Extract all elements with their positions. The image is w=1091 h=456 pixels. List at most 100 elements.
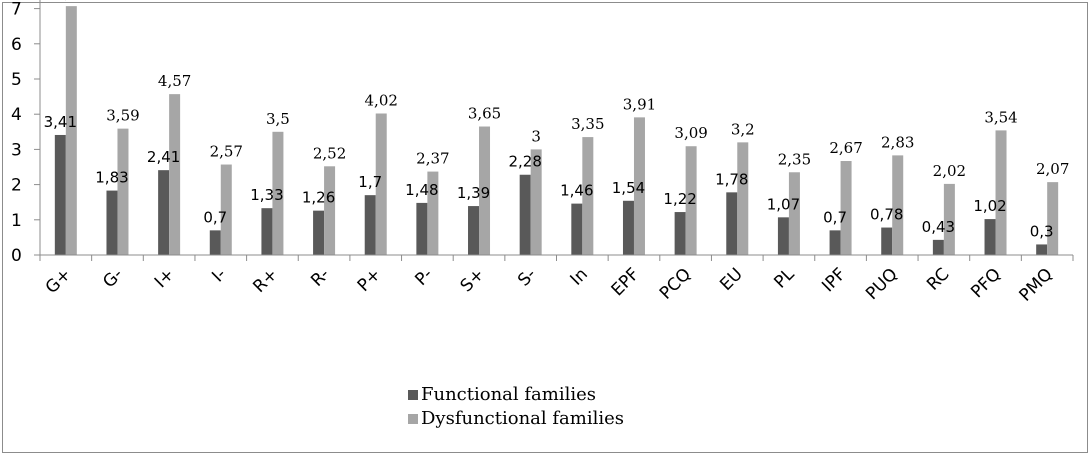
- legend-swatch: [408, 390, 418, 400]
- data-label-dysfunctional: 4,57: [158, 72, 191, 90]
- data-label-dysfunctional: 2,52: [313, 144, 346, 162]
- data-label-dysfunctional: 2,02: [933, 162, 966, 180]
- x-tick-label: I-: [208, 264, 230, 286]
- bar-functional: [622, 200, 634, 255]
- data-label-dysfunctional: 7,07: [55, 0, 88, 2]
- bar-functional: [54, 134, 66, 255]
- data-label-functional: 0,7: [823, 208, 847, 226]
- bar-functional: [468, 206, 480, 255]
- data-label-dysfunctional: 2,07: [1036, 160, 1069, 178]
- bar-functional: [674, 212, 686, 255]
- data-label-dysfunctional: 2,35: [778, 150, 811, 168]
- x-tick-label: P-: [411, 264, 436, 289]
- bar-dysfunctional: [272, 131, 284, 255]
- bar-functional: [364, 195, 376, 255]
- x-tick-label: RC: [923, 264, 953, 294]
- y-tick-label: 3: [11, 140, 22, 160]
- legend-label: Functional families: [421, 384, 596, 405]
- data-label-dysfunctional: 3: [531, 127, 541, 145]
- x-tick-label: I+: [151, 264, 179, 292]
- bar-functional: [313, 210, 325, 255]
- bar-dysfunctional: [220, 164, 232, 255]
- bar-functional: [777, 217, 789, 255]
- data-label-functional: 2,41: [147, 148, 180, 166]
- x-tick-label: IPF: [818, 264, 850, 296]
- x-tick-label: R+: [249, 264, 282, 297]
- data-label-dysfunctional: 2,83: [881, 133, 914, 151]
- bar-functional: [106, 190, 118, 255]
- x-tick-label: PL: [770, 264, 798, 292]
- data-label-functional: 1,02: [973, 197, 1006, 215]
- legend-swatch: [408, 414, 418, 424]
- legend-label: Dysfunctional families: [421, 408, 624, 429]
- y-tick-label: 6: [11, 35, 22, 55]
- data-label-dysfunctional: 2,57: [210, 143, 243, 161]
- bar-dysfunctional: [685, 146, 697, 255]
- bar-dysfunctional: [479, 126, 491, 256]
- x-tick-label: PUQ: [862, 264, 902, 304]
- data-label-dysfunctional: 3,35: [571, 115, 604, 133]
- data-label-functional: 1,7: [358, 173, 382, 191]
- y-tick-label: 7: [11, 0, 22, 20]
- data-label-functional: 2,28: [508, 153, 541, 171]
- bar-dysfunctional: [582, 137, 594, 255]
- y-tick-label: 4: [11, 105, 22, 125]
- bar-dysfunctional: [530, 149, 542, 255]
- bar-dysfunctional: [633, 117, 645, 255]
- y-tick-label: 5: [11, 70, 22, 90]
- data-label-dysfunctional: 2,67: [829, 139, 862, 157]
- data-label-functional: 0,7: [203, 208, 227, 226]
- x-axis: G+ G- I+ I- R+ R- P+ P- S+ S- In EPF PCQ EU PL IPF PUQ RC…: [39, 254, 1074, 306]
- bar-dysfunctional: [995, 130, 1007, 255]
- bar-dysfunctional: [65, 6, 77, 255]
- bar-dysfunctional: [324, 166, 336, 255]
- bar-dysfunctional: [169, 94, 181, 255]
- bar-functional: [881, 227, 893, 255]
- bar-functional: [984, 219, 996, 255]
- bars-group: [54, 6, 1059, 256]
- data-label-functional: 1,78: [715, 170, 748, 188]
- y-axis: 012345678: [11, 0, 41, 266]
- x-tick-label: In: [567, 264, 592, 289]
- bar-functional: [571, 203, 583, 255]
- data-label-functional: 1,22: [663, 190, 696, 208]
- bar-functional: [1036, 244, 1048, 255]
- data-label-functional: 0,78: [870, 206, 903, 224]
- data-label-dysfunctional: 3,91: [623, 95, 656, 113]
- x-tick-label: PCQ: [656, 264, 695, 303]
- bar-functional: [829, 230, 841, 255]
- data-label-functional: 1,46: [560, 182, 593, 200]
- bar-functional: [932, 239, 944, 255]
- x-tick-label: PMQ: [1015, 264, 1056, 305]
- data-label-dysfunctional: 3,5: [266, 110, 290, 128]
- data-label-functional: 1,26: [302, 189, 335, 207]
- x-tick-label: PFQ: [967, 264, 1005, 302]
- data-label-functional: 0,43: [922, 218, 955, 236]
- y-tick-label: 1: [11, 211, 22, 231]
- legend: Functional families Dysfunctional familie…: [408, 384, 624, 429]
- bar-dysfunctional: [840, 161, 852, 255]
- data-label-functional: 0,3: [1030, 222, 1054, 240]
- bar-dysfunctional: [375, 113, 387, 255]
- bar-functional: [416, 202, 428, 255]
- x-tick-label: S+: [457, 264, 489, 296]
- bar-dysfunctional: [892, 155, 904, 255]
- bar-dysfunctional: [737, 142, 749, 255]
- data-labels-group: 3,41 7,07 1,83 3,59 2,41 4,57 0,7 2,57 1,33 3,5 1,…: [44, 0, 1070, 240]
- data-label-dysfunctional: 3,65: [468, 105, 501, 123]
- data-label-functional: 1,54: [612, 179, 645, 197]
- x-tick-label: G-: [99, 264, 127, 292]
- bar-dysfunctional: [943, 183, 955, 255]
- data-label-functional: 1,39: [457, 184, 490, 202]
- bar-functional: [209, 230, 221, 255]
- x-tick-label: G+: [42, 264, 76, 298]
- bar-dysfunctional: [117, 128, 129, 255]
- x-tick-label: P+: [354, 264, 385, 295]
- bar-functional: [158, 170, 170, 255]
- bar-dysfunctional: [788, 172, 800, 255]
- x-tick-label: S-: [514, 264, 540, 290]
- data-label-dysfunctional: 3,54: [984, 108, 1017, 126]
- data-label-functional: 1,07: [767, 195, 800, 213]
